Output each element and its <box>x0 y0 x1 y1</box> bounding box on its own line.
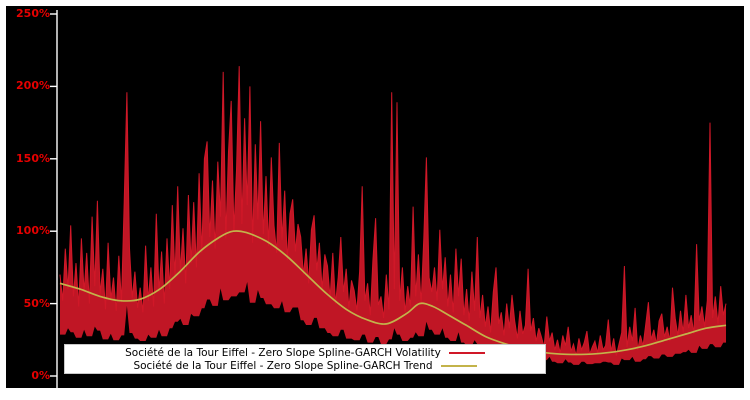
trend-series-line <box>59 230 727 356</box>
y-axis-tick-label: 100% <box>16 224 50 237</box>
volatility-line-sample-icon <box>448 351 485 354</box>
y-axis-tick-label: 0% <box>31 369 50 382</box>
volatility-series-line <box>59 66 727 356</box>
y-axis-tick-label: 200% <box>16 79 50 92</box>
trend-line-sample-icon <box>440 364 477 367</box>
legend-label-volatility: Société de la Tour Eiffel - Zero Slope S… <box>125 346 441 359</box>
legend-entry-volatility: Société de la Tour Eiffel - Zero Slope S… <box>125 347 485 359</box>
y-axis-tick-label: 150% <box>16 152 50 165</box>
chart-legend: Société de la Tour Eiffel - Zero Slope S… <box>64 344 546 374</box>
y-axis-tick-label: 250% <box>16 7 50 20</box>
legend-entry-trend: Société de la Tour Eiffel - Zero Slope S… <box>133 359 477 372</box>
y-axis-tick-label: 50% <box>23 297 50 310</box>
legend-label-trend: Société de la Tour Eiffel - Zero Slope S… <box>133 359 433 372</box>
